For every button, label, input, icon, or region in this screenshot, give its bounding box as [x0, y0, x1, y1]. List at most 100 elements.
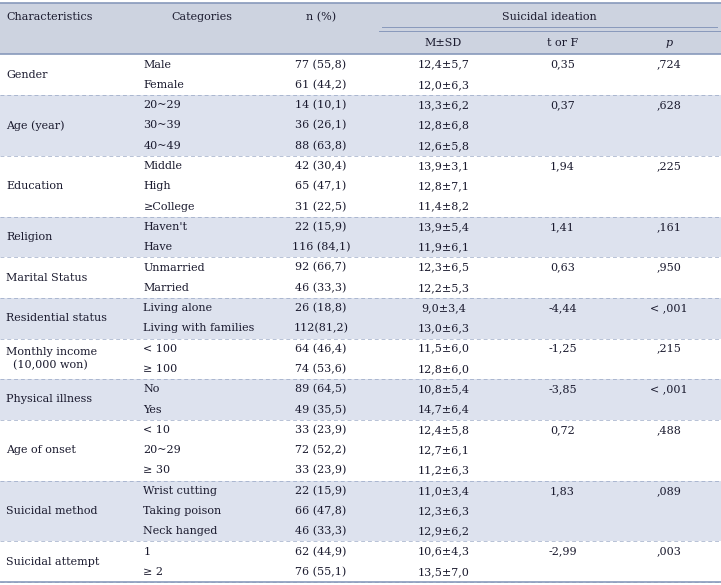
Text: Taking poison: Taking poison	[143, 506, 222, 516]
Text: Categories: Categories	[172, 12, 232, 22]
Text: Suicidal ideation: Suicidal ideation	[503, 12, 597, 22]
Text: 72 (52,2): 72 (52,2)	[295, 445, 347, 455]
Text: 1: 1	[143, 546, 151, 557]
Bar	[0, 481, 721, 542]
Text: 14 (10,1): 14 (10,1)	[295, 100, 347, 111]
Bar	[0, 257, 721, 298]
Text: Marital Status: Marital Status	[6, 273, 88, 283]
Text: 11,0±3,4: 11,0±3,4	[417, 486, 469, 495]
Text: 11,5±6,0: 11,5±6,0	[417, 343, 469, 354]
Text: Gender: Gender	[6, 70, 48, 80]
Text: 0,37: 0,37	[550, 100, 575, 110]
Text: -1,25: -1,25	[548, 343, 577, 354]
Text: 0,72: 0,72	[550, 425, 575, 435]
Text: 33 (23,9): 33 (23,9)	[295, 425, 347, 435]
Text: 22 (15,9): 22 (15,9)	[295, 486, 347, 496]
Text: 1,83: 1,83	[550, 486, 575, 495]
Text: Living with families: Living with families	[143, 324, 255, 333]
Text: 116 (84,1): 116 (84,1)	[291, 242, 350, 252]
Text: 46 (33,3): 46 (33,3)	[295, 526, 347, 536]
Text: 13,9±3,1: 13,9±3,1	[417, 161, 469, 171]
Text: 77 (55,8): 77 (55,8)	[296, 60, 346, 70]
Text: ≥ 2: ≥ 2	[143, 567, 164, 577]
Text: 30~39: 30~39	[143, 121, 181, 130]
Bar	[0, 339, 721, 379]
Text: -2,99: -2,99	[548, 546, 577, 557]
Bar	[0, 3, 721, 54]
Text: Age (year): Age (year)	[6, 120, 65, 130]
Text: 66 (47,8): 66 (47,8)	[295, 506, 347, 516]
Text: 10,6±4,3: 10,6±4,3	[417, 546, 469, 557]
Text: -4,44: -4,44	[548, 303, 577, 313]
Text: Age of onset: Age of onset	[6, 445, 76, 455]
Text: 11,9±6,1: 11,9±6,1	[417, 242, 469, 252]
Text: Suicidal method: Suicidal method	[6, 506, 98, 516]
Text: < 100: < 100	[143, 343, 177, 354]
Text: Characteristics: Characteristics	[6, 12, 93, 22]
Bar	[0, 542, 721, 582]
Text: ≥College: ≥College	[143, 202, 195, 212]
Text: 13,5±7,0: 13,5±7,0	[417, 567, 469, 577]
Text: 92 (66,7): 92 (66,7)	[295, 262, 347, 273]
Text: 74 (53,6): 74 (53,6)	[295, 364, 347, 374]
Text: 13,0±6,3: 13,0±6,3	[417, 324, 469, 333]
Text: Neck hanged: Neck hanged	[143, 526, 218, 536]
Text: 42 (30,4): 42 (30,4)	[295, 161, 347, 171]
Text: 22 (15,9): 22 (15,9)	[295, 222, 347, 232]
Text: ,225: ,225	[656, 161, 681, 171]
Text: 12,9±6,2: 12,9±6,2	[417, 526, 469, 536]
Text: 12,8±7,1: 12,8±7,1	[417, 181, 469, 191]
Text: ,628: ,628	[656, 100, 681, 110]
Text: 33 (23,9): 33 (23,9)	[295, 465, 347, 476]
Text: 76 (55,1): 76 (55,1)	[295, 567, 347, 577]
Text: -3,85: -3,85	[548, 384, 577, 394]
Text: ,089: ,089	[656, 486, 681, 495]
Bar	[0, 95, 721, 156]
Text: 12,0±6,3: 12,0±6,3	[417, 80, 469, 90]
Bar	[0, 217, 721, 257]
Text: 12,2±5,3: 12,2±5,3	[417, 283, 469, 293]
Text: t or F: t or F	[547, 37, 578, 48]
Text: 12,8±6,0: 12,8±6,0	[417, 364, 469, 374]
Text: 40~49: 40~49	[143, 141, 181, 151]
Text: 31 (22,5): 31 (22,5)	[295, 201, 347, 212]
Text: Physical illness: Physical illness	[6, 394, 92, 404]
Text: ≥ 30: ≥ 30	[143, 466, 171, 476]
Text: ≥ 100: ≥ 100	[143, 364, 178, 374]
Text: ,724: ,724	[656, 60, 681, 70]
Text: 64 (46,4): 64 (46,4)	[295, 343, 347, 354]
Text: 0,35: 0,35	[550, 60, 575, 70]
Text: No: No	[143, 384, 160, 394]
Text: Religion: Religion	[6, 232, 53, 242]
Text: Yes: Yes	[143, 405, 162, 415]
Text: ,003: ,003	[656, 546, 681, 557]
Text: Married: Married	[143, 283, 190, 293]
Text: 13,3±6,2: 13,3±6,2	[417, 100, 469, 110]
Text: 1,94: 1,94	[550, 161, 575, 171]
Text: 0,63: 0,63	[550, 263, 575, 273]
Text: ,488: ,488	[656, 425, 681, 435]
Text: 20~29: 20~29	[143, 100, 181, 110]
Text: 11,4±8,2: 11,4±8,2	[417, 202, 469, 212]
Text: 88 (63,8): 88 (63,8)	[295, 140, 347, 151]
Text: Have: Have	[143, 242, 172, 252]
Text: Unmarried: Unmarried	[143, 263, 205, 273]
Text: n (%): n (%)	[306, 12, 336, 22]
Text: Male: Male	[143, 60, 172, 70]
Text: 36 (26,1): 36 (26,1)	[295, 121, 347, 130]
Text: 10,8±5,4: 10,8±5,4	[417, 384, 469, 394]
Text: 12,7±6,1: 12,7±6,1	[417, 445, 469, 455]
Bar	[0, 298, 721, 339]
Text: 26 (18,8): 26 (18,8)	[295, 303, 347, 313]
Text: Suicidal attempt: Suicidal attempt	[6, 557, 100, 567]
Text: Residential status: Residential status	[6, 313, 107, 324]
Text: 12,4±5,8: 12,4±5,8	[417, 425, 469, 435]
Text: 62 (44,9): 62 (44,9)	[295, 546, 347, 557]
Text: < ,001: < ,001	[650, 303, 688, 313]
Text: p: p	[665, 37, 672, 48]
Text: < ,001: < ,001	[650, 384, 688, 394]
Text: Living alone: Living alone	[143, 303, 213, 313]
Bar	[0, 379, 721, 419]
Text: 12,6±5,8: 12,6±5,8	[417, 141, 469, 151]
Bar	[0, 54, 721, 95]
